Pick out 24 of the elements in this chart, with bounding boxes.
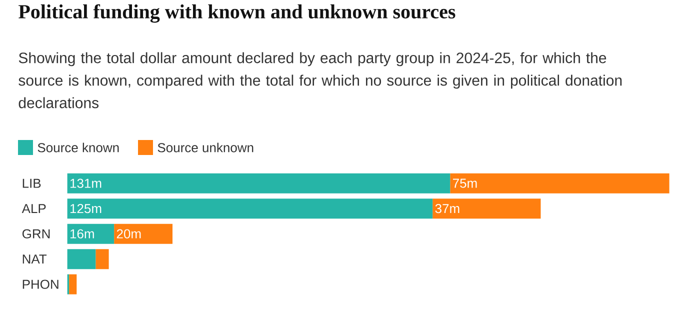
legend-label: Source known xyxy=(38,142,119,152)
data-label: 20m xyxy=(116,229,141,238)
data-label: 37m xyxy=(435,204,460,214)
data-label: 125m xyxy=(70,204,102,214)
data-label: 16m xyxy=(70,229,94,238)
y-tick-label: NAT xyxy=(22,254,47,264)
legend-label: Source unknown xyxy=(158,142,254,152)
y-tick-label: GRN xyxy=(22,229,50,238)
bar xyxy=(67,198,433,219)
y-tick-label: LIB xyxy=(22,178,41,188)
bar xyxy=(114,224,173,244)
y-tick-label: PHON xyxy=(22,280,58,289)
chart-title: Political funding with known and unknown sources xyxy=(18,4,456,23)
bar xyxy=(96,249,109,270)
bar xyxy=(450,173,670,194)
data-label: 75m xyxy=(453,178,477,188)
data-label: 131m xyxy=(70,178,102,188)
bar xyxy=(432,198,541,219)
bar xyxy=(67,224,114,244)
chart-subtitle: Showing the total dollar amount declared by each party group in 2024-25, for which the source is known, compared with the total for which no source is given in political donation declarations xyxy=(18,52,622,108)
bar xyxy=(67,173,450,194)
bar xyxy=(67,249,96,270)
bar xyxy=(69,274,77,294)
y-tick-label: ALP xyxy=(22,204,46,214)
